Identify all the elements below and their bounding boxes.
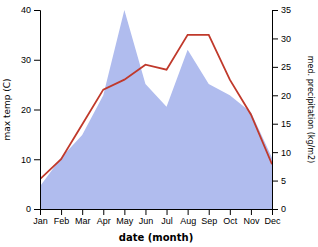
x-axis-title: date (month) (119, 232, 193, 243)
tick-mark (188, 209, 189, 215)
temp-line (40, 35, 272, 179)
tick-label: Jul (161, 216, 173, 226)
tick: 30 (272, 34, 291, 44)
tick: 20 (272, 91, 291, 101)
tick-label: 25 (281, 62, 291, 72)
tick: 40 (21, 5, 40, 15)
y2-axis: 0 5 10 15 20 25 30 35 (272, 5, 291, 214)
tick-mark (82, 209, 83, 215)
tick-mark (209, 209, 210, 215)
tick: Oct (223, 209, 238, 226)
tick-label: 40 (21, 5, 31, 15)
y-axis: 0 10 20 30 40 (21, 5, 41, 214)
axis-line (41, 210, 273, 216)
tick-label: 10 (21, 155, 31, 165)
tick: 35 (272, 5, 291, 15)
tick: Jul (161, 209, 173, 226)
plot: JanFebMarAprMayJunJulAugSepOctNovDec0102… (21, 5, 291, 226)
tick: Sep (201, 209, 217, 226)
tick-mark (34, 60, 40, 61)
marks (40, 10, 272, 209)
axis-line (273, 11, 279, 210)
chart: JanFebMarAprMayJunJulAugSepOctNovDec0102… (0, 0, 318, 247)
tick-label: Dec (264, 216, 281, 226)
tick: Mar (75, 209, 91, 226)
tick-mark (61, 209, 62, 215)
tick-mark (34, 110, 40, 111)
tick-mark (272, 181, 278, 182)
tick-label: 15 (281, 119, 291, 129)
tick: Feb (54, 209, 70, 226)
tick: Nov (243, 209, 260, 226)
tick-label: Feb (54, 216, 70, 226)
tick: Apr (97, 209, 111, 226)
tick-label: 5 (281, 176, 286, 186)
tick-label: 20 (21, 105, 31, 115)
tick-label: Jan (33, 216, 48, 226)
tick-label: Nov (243, 216, 260, 226)
tick-mark (272, 10, 278, 11)
tick-mark (272, 124, 278, 125)
tick-label: Mar (75, 216, 91, 226)
tick-label: 35 (281, 5, 291, 15)
tick-label: Sep (201, 216, 217, 226)
tick-label: Aug (180, 216, 196, 226)
tick-label: 10 (281, 148, 291, 158)
tick-mark (272, 38, 278, 39)
tick-mark (124, 209, 125, 215)
tick: May (116, 209, 134, 226)
tick-label: 0 (26, 204, 31, 214)
x-axis: Jan Feb Mar Apr May Jun Jul Aug Sep Oct Nov Dec (33, 209, 281, 226)
tick: 30 (21, 55, 40, 65)
tick: 10 (272, 148, 291, 158)
tick-label: Jun (139, 216, 154, 226)
tick: Jun (139, 209, 154, 226)
tick-mark (272, 152, 278, 153)
tick: 5 (272, 176, 286, 186)
tick-label: Apr (97, 216, 111, 226)
tick: Dec (264, 209, 281, 226)
tick-label: Oct (223, 216, 238, 226)
tick-label: 30 (281, 34, 291, 44)
tick-mark (34, 10, 40, 11)
tick-mark (230, 209, 231, 215)
tick-mark (103, 209, 104, 215)
tick: 25 (272, 62, 291, 72)
tick: 0 (272, 204, 286, 214)
tick-mark (272, 67, 278, 68)
tick: 20 (21, 105, 40, 115)
tick-mark (251, 209, 252, 215)
y-axis-title: max temp (C) (2, 78, 12, 140)
tick: 15 (272, 119, 291, 129)
precip-area (40, 10, 272, 209)
tick-mark (145, 209, 146, 215)
tick-label: 30 (21, 55, 31, 65)
y2-axis-title: med. precipitation (kg/m2) (306, 56, 315, 163)
tick-label: 20 (281, 91, 291, 101)
tick-mark (272, 95, 278, 96)
tick: 10 (21, 155, 40, 165)
tick-mark (34, 159, 40, 160)
tick: 0 (26, 204, 40, 214)
tick-label: 0 (281, 204, 286, 214)
tick-mark (272, 209, 278, 210)
tick: Aug (180, 209, 196, 226)
tick: Jan (33, 209, 48, 226)
tick-label: May (116, 216, 134, 226)
axis-line (34, 11, 41, 210)
tick-mark (167, 209, 168, 215)
tick-mark (34, 209, 40, 210)
